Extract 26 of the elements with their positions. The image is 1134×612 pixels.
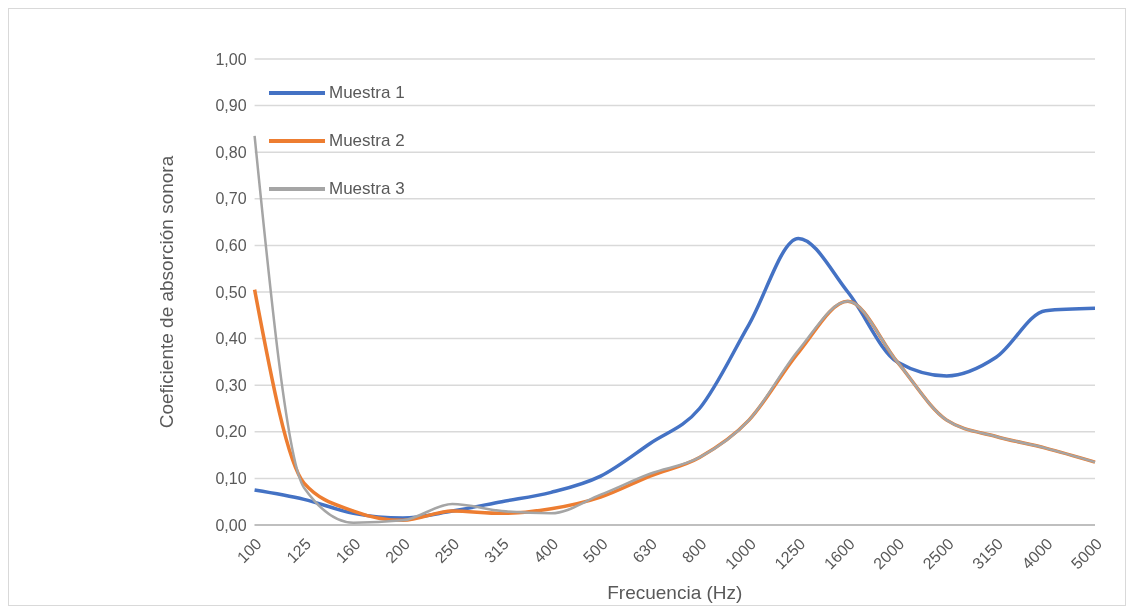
- x-tick-label: 250: [431, 535, 463, 567]
- x-tick-label: 800: [678, 535, 710, 567]
- y-axis-title: Coeficiente de absorción sonora: [156, 155, 178, 429]
- y-tick-label: 0,60: [215, 237, 247, 255]
- x-tick-label: 200: [382, 535, 414, 567]
- x-tick-label: 125: [283, 535, 315, 567]
- x-tick-label: 160: [332, 535, 364, 567]
- legend-label: Muestra 1: [329, 83, 405, 103]
- y-tick-label: 0,30: [215, 376, 247, 394]
- x-tick-label: 100: [233, 535, 265, 567]
- y-tick-label: 0,00: [215, 516, 247, 534]
- y-tick-label: 0,70: [215, 190, 247, 208]
- y-tick-label: 0,80: [215, 143, 247, 161]
- legend-label: Muestra 3: [329, 179, 405, 199]
- y-tick-label: 1,00: [215, 50, 247, 68]
- y-tick-label: 0,10: [215, 470, 247, 488]
- y-tick-label: 0,20: [215, 423, 247, 441]
- legend-label: Muestra 2: [329, 131, 405, 151]
- y-tick-label: 0,90: [215, 97, 247, 115]
- x-tick-label: 400: [530, 535, 562, 567]
- y-tick-label: 0,40: [215, 330, 247, 348]
- x-tick-label: 315: [481, 535, 512, 567]
- y-tick-label: 0,50: [215, 283, 247, 301]
- x-axis-title: Frecuencia (Hz): [607, 582, 743, 603]
- x-tick-label: 500: [579, 535, 611, 567]
- x-tick-label: 630: [629, 535, 661, 567]
